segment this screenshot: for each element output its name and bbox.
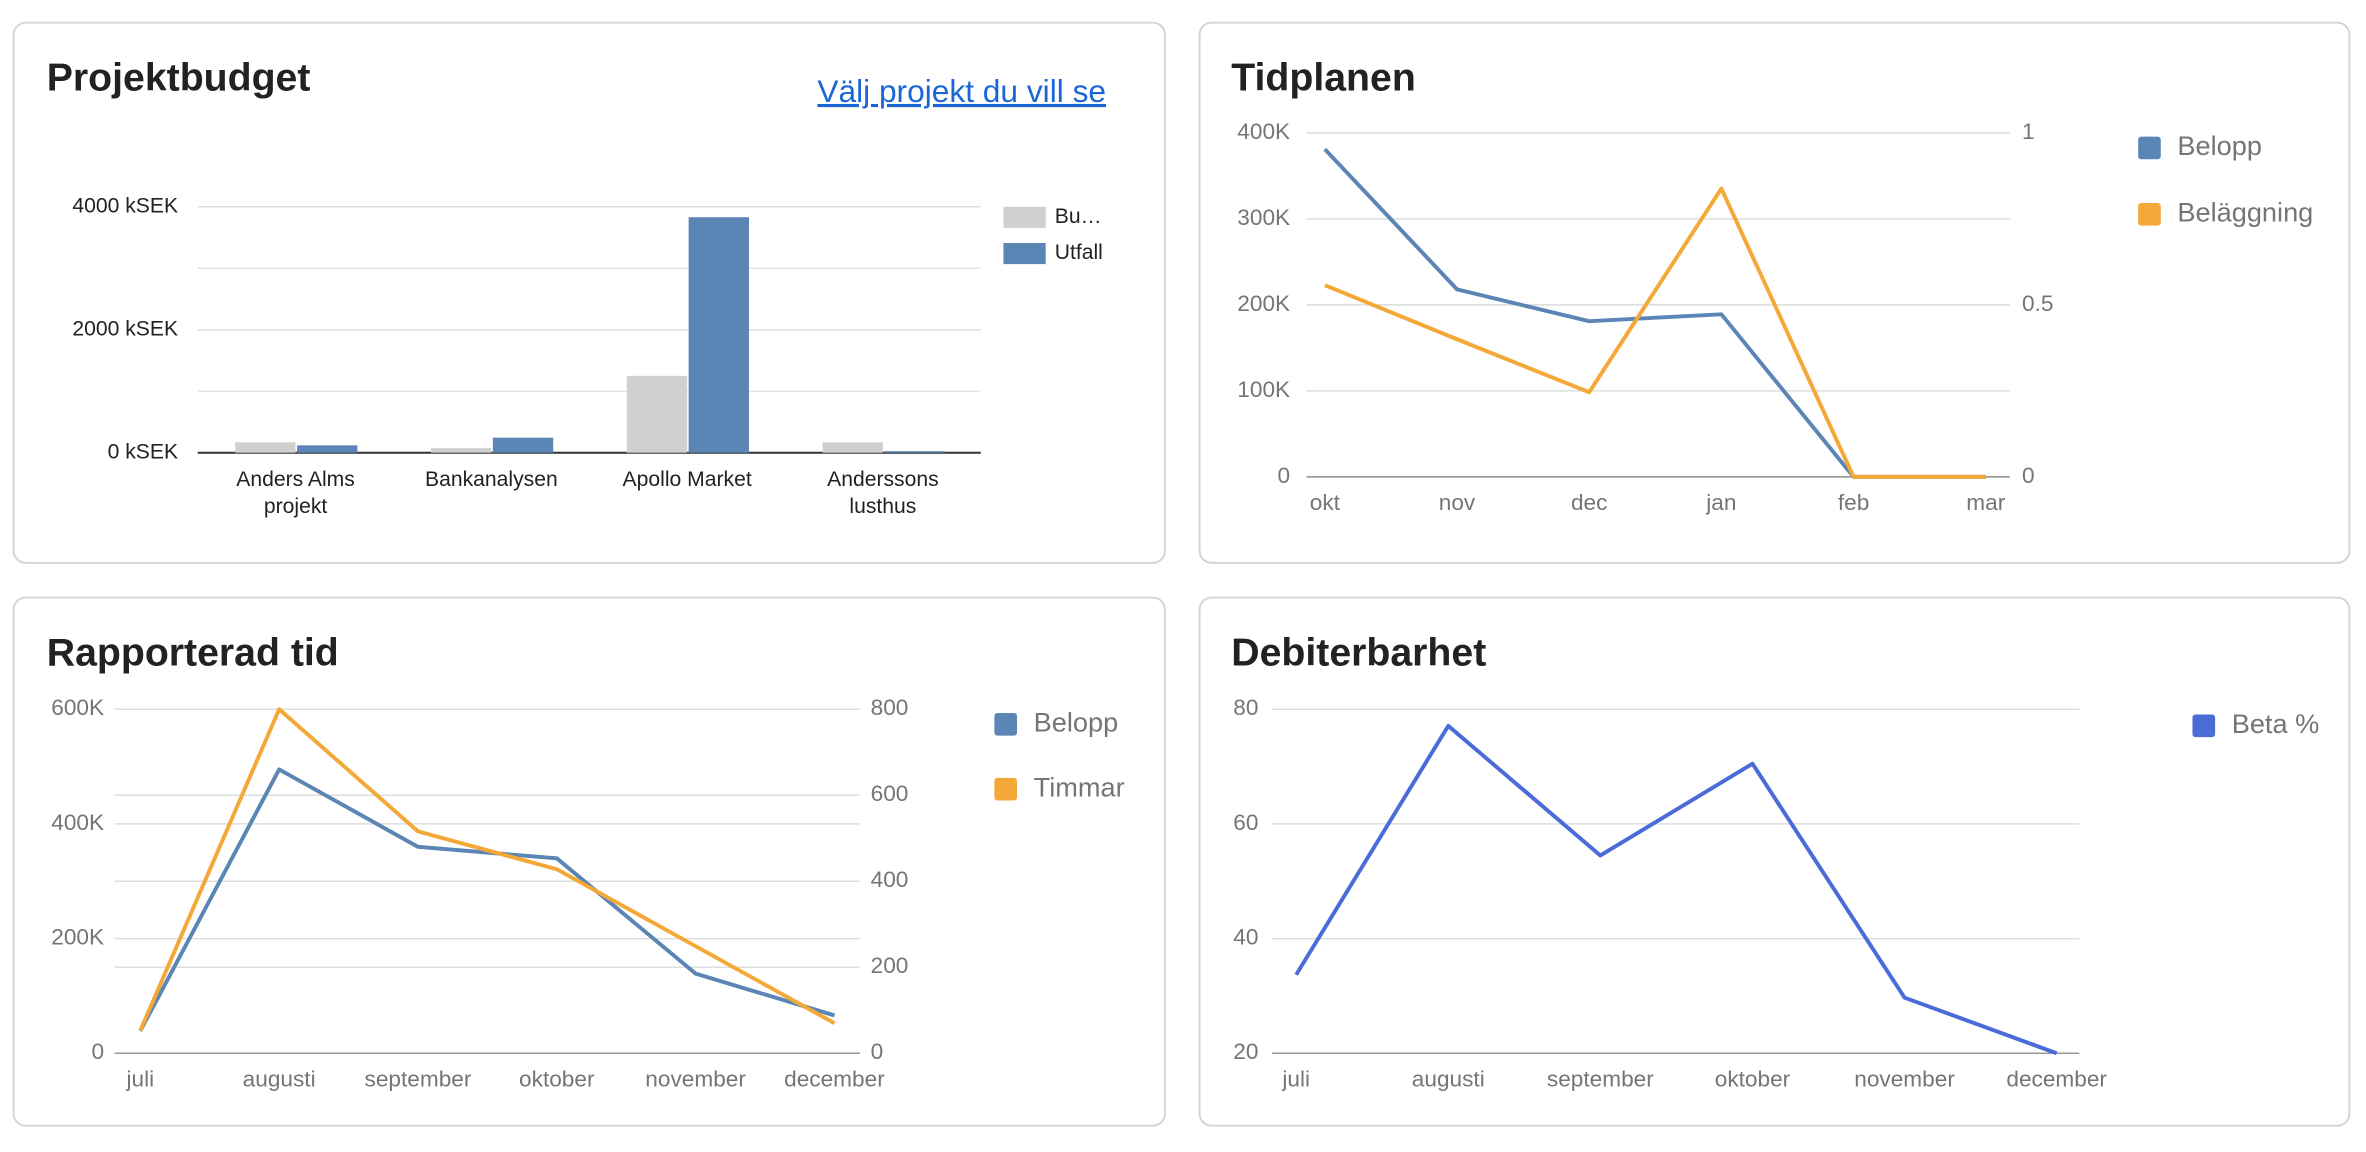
y-tick-label: 200K (51, 925, 104, 950)
x-tick-label: juli (1281, 1066, 1310, 1091)
bar (297, 445, 358, 453)
x-tick-label: augusti (1412, 1066, 1485, 1091)
legend-label: Belopp (1034, 706, 1119, 737)
x-label-box: Bankanalysen (424, 466, 558, 491)
legend-label: Beta % (2232, 708, 2320, 739)
x-tick-label: okt (1310, 490, 1341, 515)
y-tick-label: 100K (1237, 377, 1290, 402)
y-tick-label: 0.5 (2022, 291, 2053, 316)
y-tick-label: 4000 kSEK (72, 194, 178, 217)
x-tick-label: december (784, 1066, 885, 1091)
y-tick-label: 80 (1233, 695, 1258, 720)
x-tick-label: Apollo Market (622, 466, 752, 491)
bar (430, 448, 492, 453)
x-tick-label: september (1547, 1066, 1654, 1091)
x-tick-label: mar (1966, 490, 2005, 515)
x-label-box: Apollo Market (622, 466, 752, 491)
x-tick-label: november (645, 1066, 746, 1091)
legend-swatch (994, 713, 1018, 736)
legend-label: Bu… (1055, 205, 1102, 228)
x-tick-label: Bankanalysen (424, 466, 558, 491)
x-tick-label: juli (125, 1066, 154, 1091)
bar (235, 442, 296, 453)
y-tick-label: 40 (1233, 925, 1258, 950)
bar (884, 451, 945, 453)
x-label-box: Anderssons lusthus (827, 466, 939, 518)
y-tick-label: 1 (2022, 119, 2035, 144)
y-tick-label: 0 kSEK (108, 440, 178, 463)
panel (12, 21, 1166, 564)
project-link[interactable]: Välj projekt du vill se (817, 73, 1106, 109)
x-tick-label: feb (1838, 490, 1869, 515)
y-tick-label: 600 (871, 781, 909, 806)
legend-label: Utfall (1055, 241, 1103, 264)
legend-swatch (2138, 202, 2161, 226)
y-tick-label: 200K (1237, 291, 1290, 316)
y-tick-label: 400 (871, 867, 909, 892)
legend-swatch (2138, 136, 2161, 160)
y-tick-label: 400K (51, 810, 104, 835)
chart-title: Rapporterad tid (47, 630, 339, 674)
panel (1198, 596, 2351, 1127)
y-tick-label: 0 (2022, 463, 2035, 488)
y-tick-label: 800 (871, 695, 909, 720)
y-tick-label: 300K (1237, 205, 1290, 230)
x-tick-label: Anders Alms projekt (236, 466, 355, 518)
chart-title: Projektbudget (47, 55, 311, 99)
x-tick-label: jan (1705, 490, 1736, 515)
legend-swatch (2192, 714, 2216, 738)
line-series (1324, 186, 1986, 479)
x-tick-label: Anderssons lusthus (827, 466, 939, 518)
x-tick-label: nov (1439, 490, 1476, 515)
y-tick-label: 60 (1233, 810, 1258, 835)
x-tick-label: oktober (519, 1066, 595, 1091)
x-tick-label: november (1854, 1066, 1955, 1091)
x-label-box: Anders Alms projekt (236, 466, 355, 518)
line-series (1294, 723, 2058, 1056)
x-tick-label: augusti (243, 1066, 316, 1091)
y-tick-label: 2000 kSEK (72, 317, 178, 340)
panel (12, 596, 1166, 1127)
y-tick-label: 20 (1233, 1039, 1258, 1064)
panel (1198, 21, 2351, 564)
legend-label: Timmar (1034, 771, 1125, 802)
bar (626, 375, 688, 453)
bar (822, 442, 883, 453)
legend-label: Belopp (2177, 130, 2262, 161)
y-tick-label: 200 (871, 953, 909, 978)
bar (492, 437, 554, 453)
x-tick-label: december (2006, 1066, 2107, 1091)
legend-label: Beläggning (2177, 196, 2313, 227)
y-tick-label: 0 (1278, 463, 1291, 488)
legend-swatch (994, 777, 1018, 801)
x-tick-label: dec (1571, 490, 1607, 515)
chart-title: Debiterbarhet (1231, 630, 1486, 674)
y-tick-label: 600K (51, 695, 104, 720)
legend-swatch (1003, 242, 1046, 265)
y-tick-label: 0 (871, 1039, 884, 1064)
x-tick-label: september (365, 1066, 472, 1091)
chart-title: Tidplanen (1231, 55, 1416, 99)
y-tick-label: 0 (92, 1039, 105, 1064)
x-tick-label: oktober (1715, 1066, 1791, 1091)
y-tick-label: 400K (1237, 119, 1290, 144)
line-series (138, 767, 836, 1032)
line-series (138, 707, 836, 1032)
bar (688, 217, 749, 453)
legend-swatch (1003, 206, 1046, 228)
